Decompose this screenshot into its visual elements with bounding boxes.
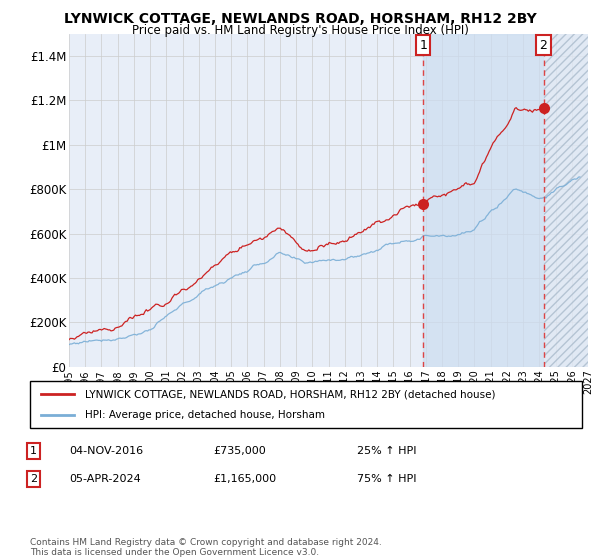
FancyBboxPatch shape <box>30 381 582 428</box>
Text: 04-NOV-2016: 04-NOV-2016 <box>69 446 143 456</box>
Text: Contains HM Land Registry data © Crown copyright and database right 2024.
This d: Contains HM Land Registry data © Crown c… <box>30 538 382 557</box>
Text: LYNWICK COTTAGE, NEWLANDS ROAD, HORSHAM, RH12 2BY: LYNWICK COTTAGE, NEWLANDS ROAD, HORSHAM,… <box>64 12 536 26</box>
Text: HPI: Average price, detached house, Horsham: HPI: Average price, detached house, Hors… <box>85 410 325 420</box>
Text: 2: 2 <box>30 474 37 484</box>
Text: £735,000: £735,000 <box>213 446 266 456</box>
Text: 2: 2 <box>539 39 547 52</box>
Text: £1,165,000: £1,165,000 <box>213 474 276 484</box>
Text: 25% ↑ HPI: 25% ↑ HPI <box>357 446 416 456</box>
Text: 05-APR-2024: 05-APR-2024 <box>69 474 141 484</box>
Text: 1: 1 <box>30 446 37 456</box>
Bar <box>544 34 588 367</box>
Text: LYNWICK COTTAGE, NEWLANDS ROAD, HORSHAM, RH12 2BY (detached house): LYNWICK COTTAGE, NEWLANDS ROAD, HORSHAM,… <box>85 389 496 399</box>
Text: 1: 1 <box>419 39 427 52</box>
Text: 75% ↑ HPI: 75% ↑ HPI <box>357 474 416 484</box>
Bar <box>423 34 544 367</box>
Text: Price paid vs. HM Land Registry's House Price Index (HPI): Price paid vs. HM Land Registry's House … <box>131 24 469 36</box>
